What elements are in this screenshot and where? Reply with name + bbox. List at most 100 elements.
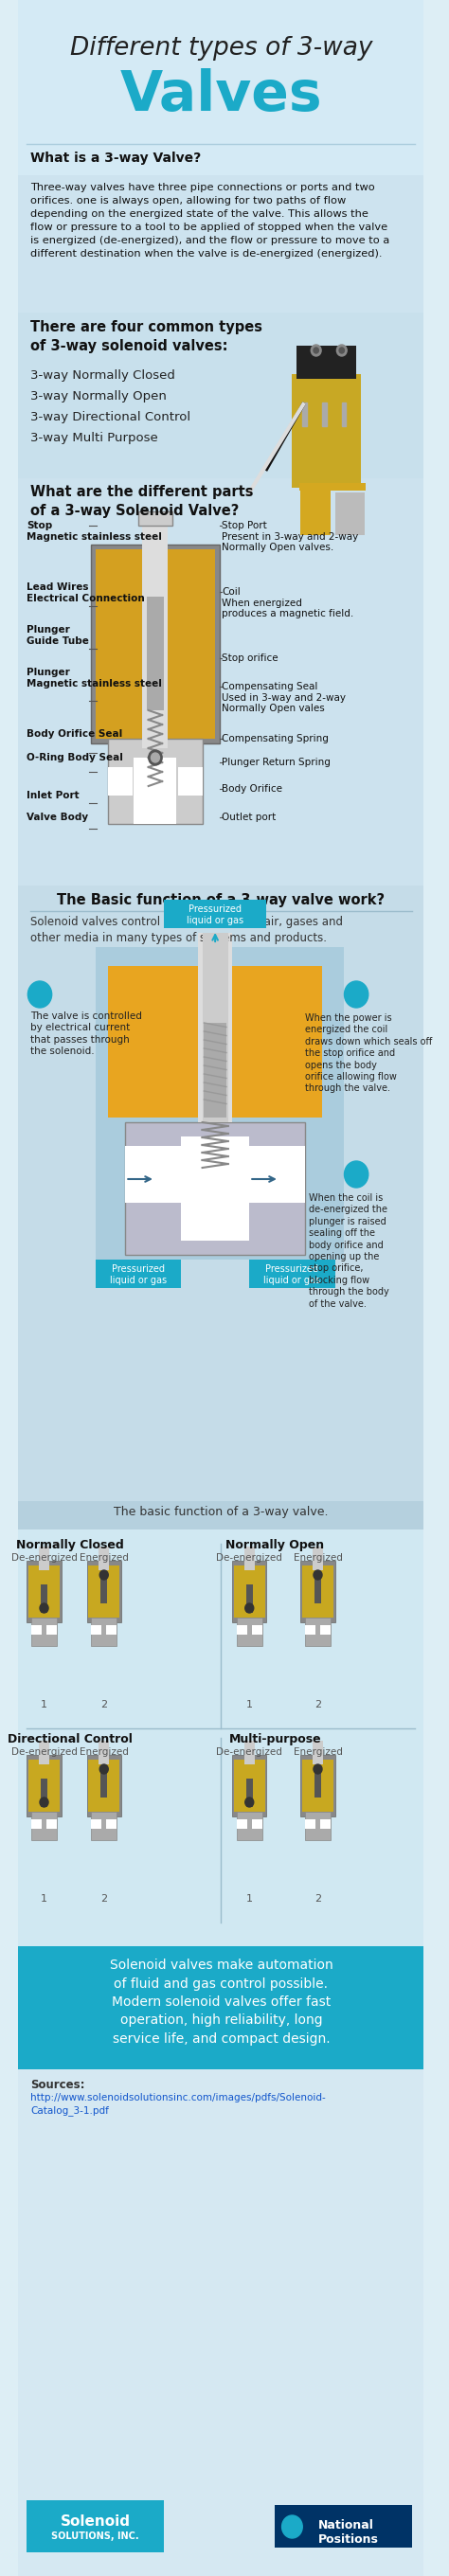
Circle shape (339, 348, 344, 353)
Bar (321, 1625, 330, 1636)
Bar (101, 1770, 107, 1798)
Bar (301, 487, 330, 536)
Text: 1: 1 (41, 1893, 48, 1904)
Bar (87, 1754, 121, 1816)
Text: Body Orifice Seal: Body Orifice Seal (27, 729, 123, 739)
Text: 1: 1 (246, 1700, 253, 1710)
Text: Pressurized
liquid or gas: Pressurized liquid or gas (187, 904, 244, 925)
Bar (301, 1561, 335, 1623)
Bar (125, 1123, 305, 1255)
Bar (91, 1625, 101, 1636)
Bar (252, 1819, 262, 1829)
Text: 2: 2 (351, 987, 361, 1002)
Text: Coil
When energized
produces a magnetic field.: Coil When energized produces a magnetic … (222, 587, 354, 618)
Text: SOLUTIONS, INC.: SOLUTIONS, INC. (52, 2532, 139, 2540)
Bar (31, 1819, 41, 1829)
Text: Energized: Energized (293, 1747, 343, 1757)
Bar (29, 1566, 59, 1618)
Text: De-energized: De-energized (216, 1747, 282, 1757)
Bar (292, 430, 361, 487)
Bar (301, 1754, 335, 1816)
Text: Solenoid valves make automation
of fluid and gas control possible.
Modern soleno: Solenoid valves make automation of fluid… (110, 1958, 333, 2045)
Bar (31, 1811, 57, 1839)
Bar (91, 1618, 117, 1646)
Text: Solenoid: Solenoid (60, 2514, 131, 2530)
Bar (322, 402, 326, 425)
Bar (232, 1561, 266, 1623)
Text: 1: 1 (35, 987, 45, 1002)
Bar (305, 1625, 315, 1636)
Bar (91, 1811, 117, 1839)
Bar (292, 374, 361, 430)
Bar (234, 1759, 265, 1811)
Bar (95, 549, 215, 739)
Bar (18, 1947, 424, 2069)
Bar (27, 1561, 61, 1623)
Text: When the coil is
de-energized the
plunger is raised
sealing off the
body orifice: When the coil is de-energized the plunge… (309, 1193, 390, 1309)
Text: Lead Wires
Electrical Connection: Lead Wires Electrical Connection (27, 582, 145, 603)
Text: 3-way Normally Closed: 3-way Normally Closed (31, 368, 175, 381)
Bar (305, 1819, 315, 1829)
Bar (232, 1754, 266, 1816)
Bar (314, 1574, 321, 1602)
Bar (108, 768, 132, 796)
Bar (249, 1146, 305, 1203)
Text: Energized: Energized (293, 1553, 343, 1564)
Text: What are the different parts
of a 3-way Solenoid Valve?: What are the different parts of a 3-way … (31, 484, 254, 518)
Text: What is a 3-way Valve?: What is a 3-way Valve? (31, 152, 201, 165)
Bar (275, 2504, 412, 2548)
Text: There are four common types
of 3-way solenoid valves:: There are four common types of 3-way sol… (31, 319, 263, 353)
Text: 3-way Multi Purpose: 3-way Multi Purpose (31, 433, 158, 443)
Bar (47, 1625, 57, 1636)
Bar (234, 1566, 265, 1618)
Text: Inlet Port: Inlet Port (27, 791, 79, 801)
Text: 1: 1 (41, 1700, 48, 1710)
Bar (31, 1625, 41, 1636)
Bar (178, 768, 202, 796)
Text: Plunger
Magnetic stainless steel: Plunger Magnetic stainless steel (27, 667, 162, 688)
Text: 2: 2 (314, 1700, 321, 1710)
Text: Stop orifice: Stop orifice (222, 654, 278, 662)
Text: http://www.solenoidsolutionsinc.com/images/pdfs/Solenoid-
Catalog_3-1.pdf: http://www.solenoidsolutionsinc.com/imag… (31, 2092, 326, 2115)
Circle shape (149, 750, 162, 765)
Bar (249, 1260, 335, 1288)
Text: Valve Body: Valve Body (27, 811, 88, 822)
Circle shape (337, 345, 347, 355)
Text: The valve is controlled
by electrical current
that passes through
the solenoid.: The valve is controlled by electrical cu… (31, 1012, 142, 1056)
Bar (237, 1625, 247, 1636)
Text: National: National (318, 2519, 374, 2532)
Text: Solenoid valves control the flow of fluids, air, gases and
other media in many t: Solenoid valves control the flow of flui… (31, 917, 343, 945)
Bar (142, 520, 168, 747)
Text: 2: 2 (101, 1893, 107, 1904)
Circle shape (344, 1162, 368, 1188)
Bar (41, 1777, 48, 1806)
Text: Three-way valves have three pipe connections or ports and two
orifices. one is a: Three-way valves have three pipe connect… (31, 183, 390, 258)
Text: Energized: Energized (79, 1553, 128, 1564)
Bar (88, 1759, 119, 1811)
Text: Compensating Seal
Used in 3-way and 2-way
Normally Open vales: Compensating Seal Used in 3-way and 2-wa… (222, 683, 346, 714)
Bar (18, 0, 424, 175)
Text: Valves: Valves (120, 67, 322, 121)
Bar (101, 1574, 107, 1602)
Text: Plunger
Guide Tube: Plunger Guide Tube (27, 626, 89, 647)
Text: Pressurized
liquid or gas: Pressurized liquid or gas (264, 1265, 321, 1285)
Bar (134, 757, 176, 824)
Bar (91, 1819, 101, 1829)
Circle shape (313, 1571, 322, 1579)
Bar (237, 1618, 262, 1646)
Text: Body Orifice: Body Orifice (222, 783, 282, 793)
Text: Stop Port
Present in 3-way and 2-way
Normally Open valves.: Stop Port Present in 3-way and 2-way Nor… (222, 520, 359, 551)
Bar (246, 1777, 253, 1806)
Bar (39, 1741, 49, 1765)
Bar (305, 1811, 330, 1839)
Bar (39, 1546, 49, 1571)
Bar (27, 2501, 164, 2553)
Bar (244, 1741, 255, 1765)
Text: Sources:: Sources: (31, 2079, 85, 2092)
Bar (18, 2069, 424, 2576)
Circle shape (344, 981, 368, 1007)
Bar (18, 1502, 424, 1530)
Bar (18, 175, 424, 312)
Bar (164, 899, 266, 927)
Bar (342, 402, 346, 425)
